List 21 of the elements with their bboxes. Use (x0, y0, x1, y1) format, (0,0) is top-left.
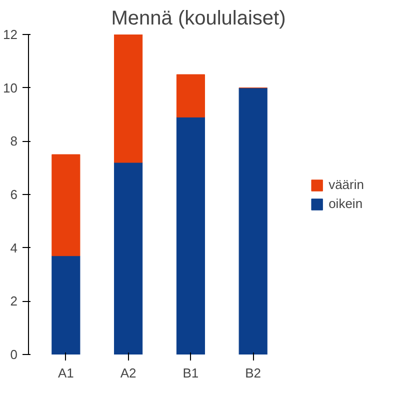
bar (176, 116, 205, 354)
bar (52, 256, 80, 354)
legend-label: oikein (328, 196, 363, 211)
y-tick-label: 0 (10, 347, 18, 362)
x-tick-label: B1 (182, 366, 199, 380)
y-tick-label: 12 (3, 27, 18, 42)
y-tick-label: 6 (10, 187, 18, 202)
y-tick-label: 8 (10, 134, 18, 149)
bar (52, 154, 80, 256)
bar (176, 74, 205, 118)
bar (114, 34, 143, 163)
y-tick-label: 2 (10, 294, 18, 309)
y-tick-label: 4 (10, 240, 18, 256)
x-tick-label: A2 (120, 366, 136, 380)
bar (114, 162, 143, 354)
x-tick-label: B2 (245, 366, 262, 380)
legend-label: väärin (328, 177, 364, 192)
y-tick-label: 10 (3, 80, 18, 96)
x-tick-label: A1 (58, 366, 74, 380)
bar (238, 88, 268, 354)
chart-title: Mennä (koululaiset) (111, 8, 286, 30)
